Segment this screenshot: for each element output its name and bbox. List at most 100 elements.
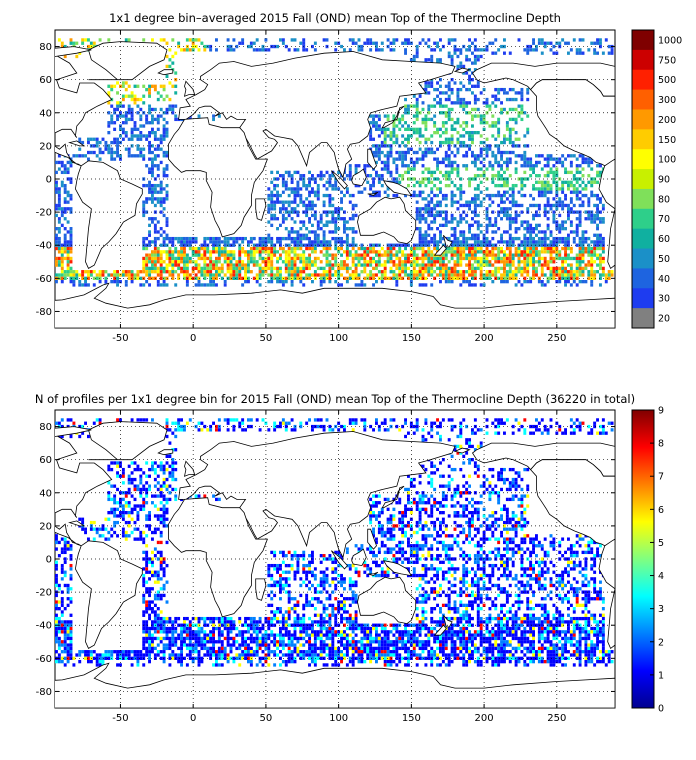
data-bin <box>479 190 483 194</box>
data-bin <box>471 223 474 228</box>
data-bin <box>572 183 576 188</box>
data-bin <box>447 481 451 485</box>
data-bin <box>441 160 445 165</box>
data-bin <box>561 223 565 228</box>
data-bin <box>209 266 213 271</box>
data-bin <box>468 177 471 181</box>
data-bin <box>153 147 157 151</box>
data-bin <box>459 431 463 435</box>
data-bin <box>168 270 172 274</box>
data-bin <box>462 474 466 478</box>
data-bin <box>523 183 527 188</box>
data-bin <box>258 236 262 241</box>
data-bin <box>572 203 576 208</box>
data-bin <box>471 150 474 155</box>
data-bin <box>441 266 445 271</box>
data-bin <box>567 183 570 188</box>
data-bin <box>412 104 416 108</box>
data-bin <box>156 174 160 178</box>
data-bin <box>581 200 585 204</box>
data-bin <box>209 260 213 264</box>
data-bin <box>567 240 570 244</box>
data-bin <box>444 263 448 267</box>
data-bin <box>523 270 527 274</box>
data-bin <box>404 273 407 277</box>
data-bin <box>340 260 343 264</box>
data-bin <box>217 236 221 241</box>
data-bin <box>395 177 399 181</box>
data-bin <box>508 130 512 135</box>
data-bin <box>587 174 591 178</box>
data-bin <box>436 81 439 85</box>
data-bin <box>517 154 521 158</box>
data-bin <box>244 266 247 271</box>
data-bin <box>587 48 591 52</box>
data-bin <box>194 246 198 251</box>
data-bin <box>296 210 300 214</box>
data-bin <box>348 266 352 271</box>
data-bin <box>392 193 396 198</box>
data-bin <box>398 246 402 251</box>
data-bin <box>153 494 157 498</box>
data-bin <box>578 217 582 221</box>
data-bin <box>514 144 518 148</box>
data-bin <box>372 190 375 194</box>
data-bin <box>296 230 300 234</box>
data-bin <box>473 461 477 465</box>
data-bin <box>87 273 90 277</box>
data-bin <box>430 283 434 287</box>
y-tick-label: -60 <box>36 274 52 285</box>
data-bin <box>316 220 320 224</box>
data-bin <box>505 230 509 234</box>
data-bin <box>479 484 483 488</box>
data-bin <box>372 243 375 247</box>
data-bin <box>407 38 410 42</box>
data-bin <box>500 207 503 211</box>
data-bin <box>409 167 413 171</box>
data-bin <box>596 246 599 251</box>
data-bin <box>159 491 163 495</box>
data-bin <box>430 273 434 277</box>
data-bin <box>436 431 439 435</box>
data-bin <box>185 283 189 287</box>
data-bin <box>151 84 154 88</box>
data-bin <box>444 97 448 102</box>
data-bin <box>252 48 256 52</box>
data-bin <box>491 114 495 118</box>
data-bin <box>290 200 294 204</box>
data-bin <box>555 266 559 271</box>
data-bin <box>421 501 425 505</box>
data-bin <box>395 266 399 271</box>
data-bin <box>66 167 70 171</box>
data-bin <box>526 279 530 284</box>
data-bin <box>156 273 160 277</box>
data-bin <box>450 220 454 224</box>
data-bin <box>380 246 384 251</box>
data-bin <box>572 270 576 274</box>
data-bin <box>441 140 445 145</box>
data-bin <box>430 58 434 62</box>
data-bin <box>334 180 338 184</box>
data-bin <box>284 421 288 425</box>
data-bin <box>514 200 518 204</box>
data-bin <box>348 418 352 422</box>
data-bin <box>63 197 67 201</box>
data-bin <box>599 424 602 429</box>
data-bin <box>459 243 463 247</box>
data-bin <box>485 207 489 211</box>
colorbar-swatch <box>632 268 654 289</box>
data-bin <box>572 240 576 244</box>
data-bin <box>439 170 442 175</box>
data-bin <box>156 154 160 158</box>
data-bin <box>130 270 134 274</box>
data-bin <box>514 484 518 488</box>
data-bin <box>174 494 178 498</box>
data-bin <box>398 154 402 158</box>
data-bin <box>148 91 151 95</box>
data-bin <box>375 273 378 277</box>
data-bin <box>325 187 329 191</box>
data-bin <box>63 240 67 244</box>
data-bin <box>156 283 160 287</box>
data-bin <box>322 203 326 208</box>
data-bin <box>526 260 530 264</box>
